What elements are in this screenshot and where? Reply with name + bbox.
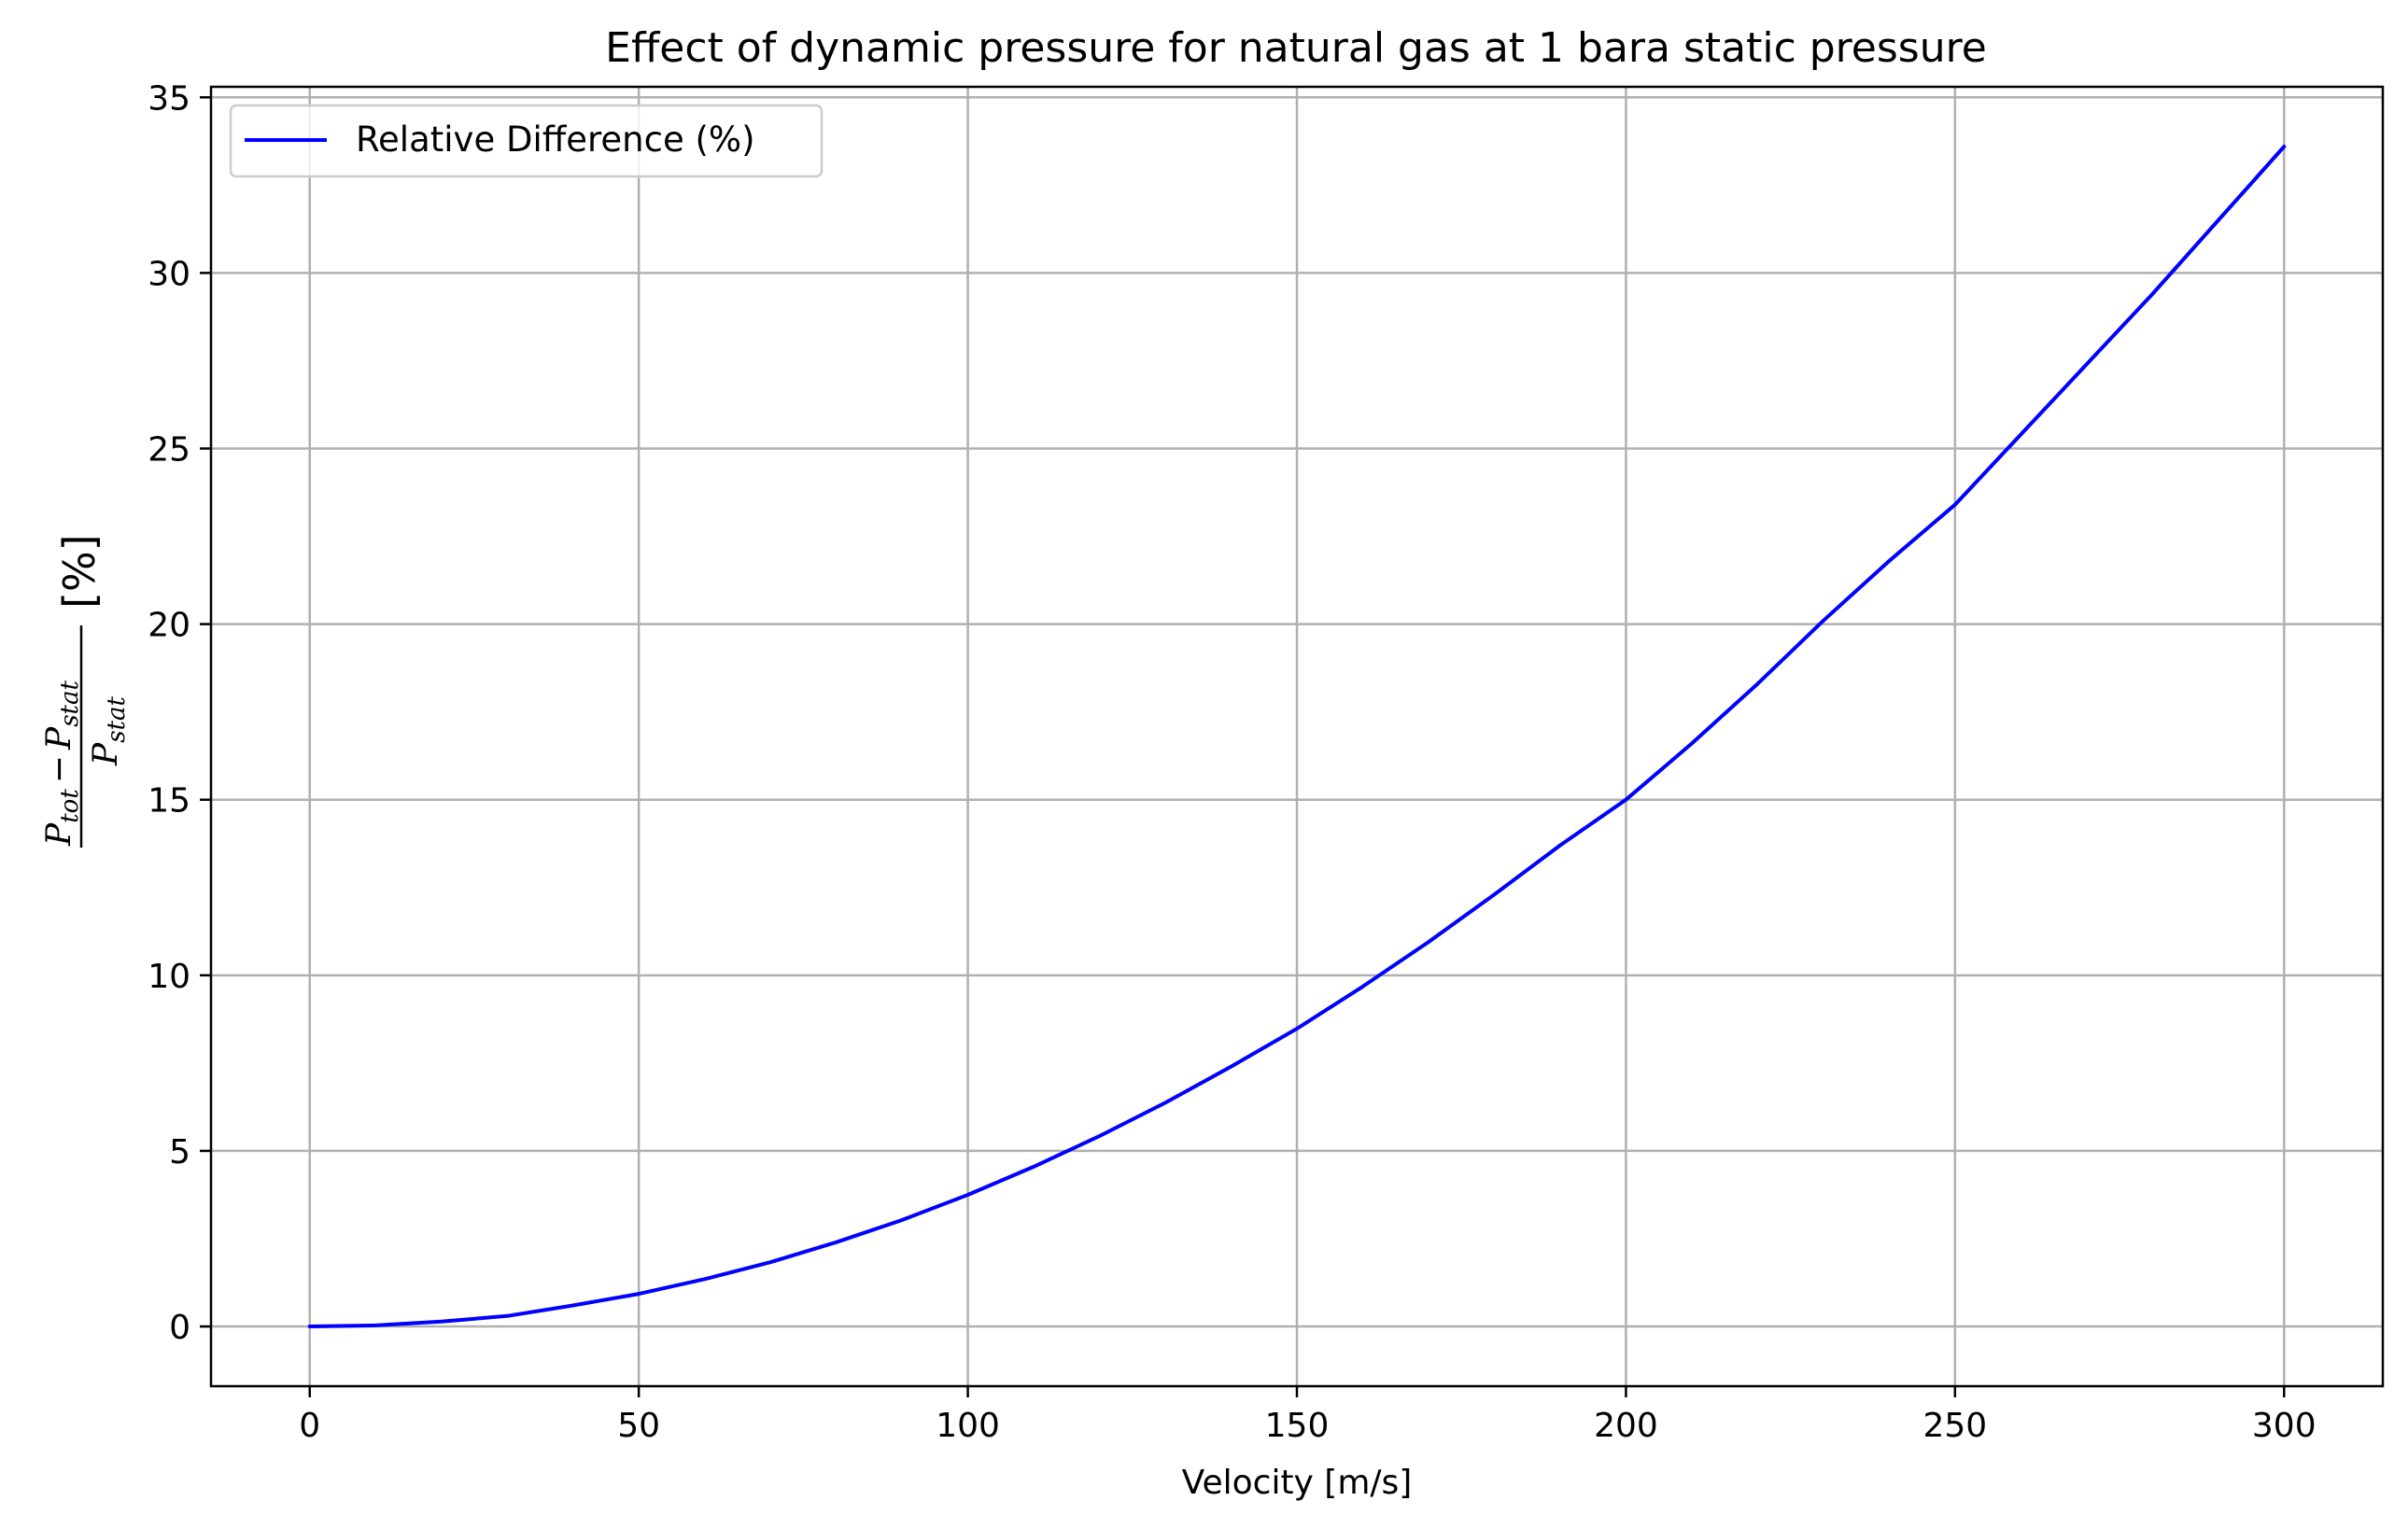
y-tick-label: 20 [148, 607, 190, 645]
x-tick-labels: 0 50 100 150 200 250 300 [299, 1407, 2316, 1445]
y-label-unit: [%] [54, 534, 105, 609]
x-tick-label: 200 [1594, 1407, 1658, 1445]
series-layer [307, 145, 2287, 1328]
y-tick-label: 5 [169, 1133, 190, 1171]
y-label-num-p2: P [40, 726, 78, 750]
y-tick-labels: 0 5 10 15 20 25 30 35 [148, 79, 190, 1347]
y-label-minus: − [40, 755, 78, 783]
y-label-num-sub1: tot [56, 789, 84, 823]
legend-entry-label: Relative Difference (%) [356, 119, 755, 160]
svg-text:Pstat: Pstat [87, 695, 131, 766]
y-tick-label: 35 [148, 79, 190, 118]
y-axis-label: Ptot−Pstat Pstat [%] [40, 534, 131, 848]
x-tick-label: 150 [1265, 1407, 1330, 1445]
x-tick-label: 100 [936, 1407, 1000, 1445]
y-label-num-sub2: stat [56, 680, 84, 727]
series-line [307, 145, 2287, 1328]
y-label-den-p: P [87, 742, 125, 766]
x-tick-label: 250 [1922, 1407, 1987, 1445]
y-tick-label: 10 [148, 958, 190, 996]
x-tick-label: 0 [299, 1407, 320, 1445]
legend-box [229, 104, 824, 178]
x-axis-label: Velocity [m/s] [1182, 1464, 1413, 1502]
y-label-den-sub: stat [103, 695, 131, 742]
chart-title: Effect of dynamic pressure for natural g… [605, 24, 1987, 72]
y-label-num-p1: P [40, 822, 78, 847]
y-tick-label: 30 [148, 255, 190, 293]
y-tick-label: 25 [148, 431, 190, 470]
svg-text:Ptot−Pstat: Ptot − Pstat [40, 680, 84, 847]
tick-marks [200, 96, 2286, 1397]
y-tick-label: 15 [148, 782, 190, 821]
x-tick-label: 300 [2252, 1407, 2316, 1445]
legend: Relative Difference (%) [229, 104, 824, 178]
y-tick-label: 0 [169, 1309, 190, 1347]
x-tick-label: 50 [617, 1407, 660, 1445]
grid-lines [211, 87, 2383, 1386]
